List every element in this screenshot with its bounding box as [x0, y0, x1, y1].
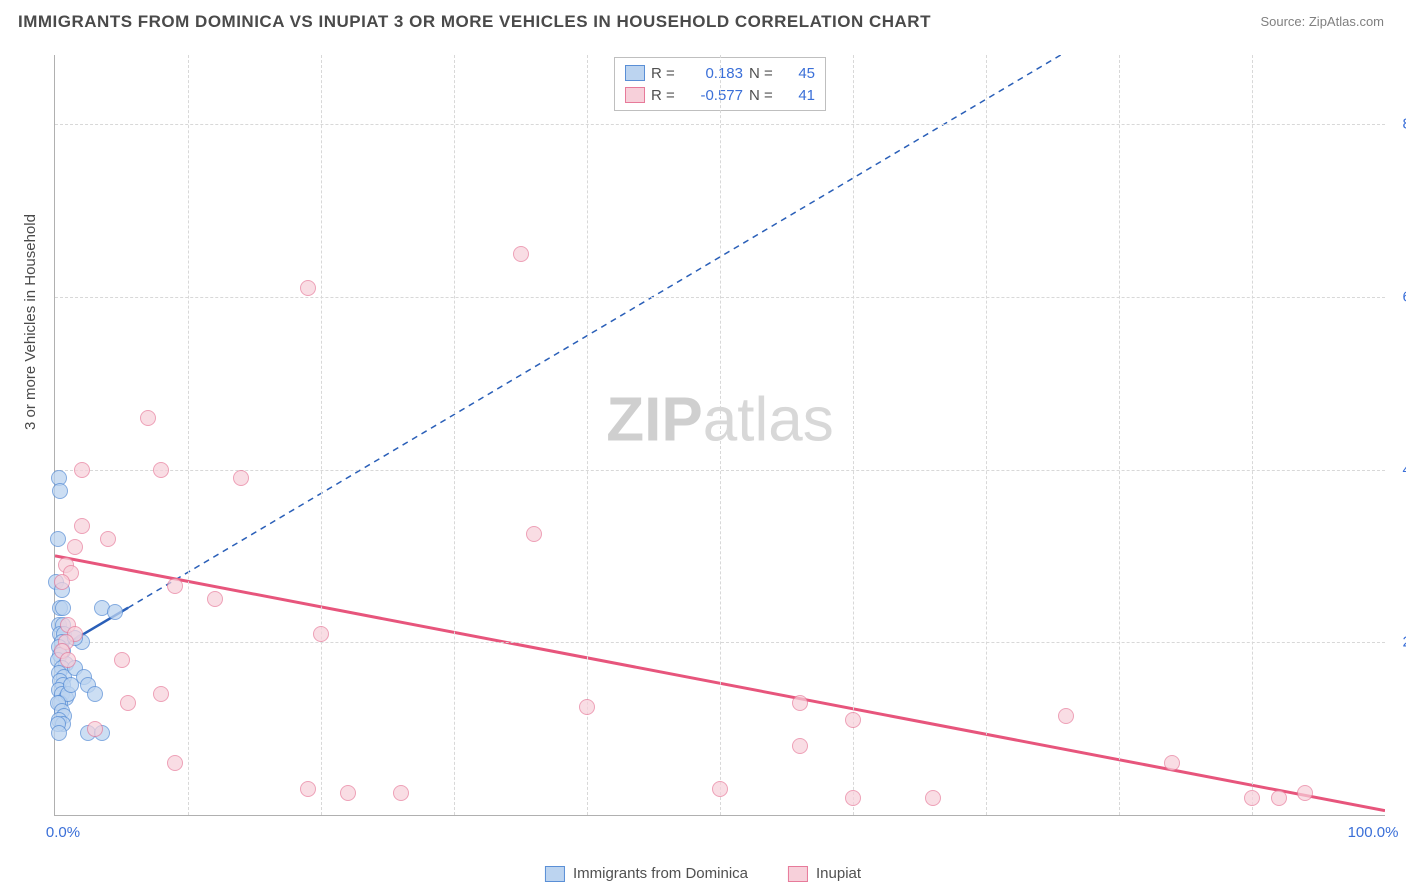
- legend-n-value-2: 41: [789, 87, 815, 104]
- scatter-point-series1: [1058, 708, 1074, 724]
- bottom-swatch-1: [545, 866, 565, 882]
- scatter-point-series0: [87, 686, 103, 702]
- scatter-point-series0: [107, 604, 123, 620]
- scatter-point-series1: [340, 785, 356, 801]
- grid-v: [454, 55, 455, 815]
- grid-v: [188, 55, 189, 815]
- scatter-point-series1: [712, 781, 728, 797]
- legend-n-value-1: 45: [789, 65, 815, 82]
- plot-area: ZIPatlas R = 0.183 N = 45 R = -0.577 N =…: [54, 55, 1385, 816]
- scatter-point-series1: [114, 652, 130, 668]
- grid-v: [1252, 55, 1253, 815]
- scatter-point-series1: [792, 695, 808, 711]
- grid-v: [853, 55, 854, 815]
- scatter-point-series1: [140, 410, 156, 426]
- watermark-atlas: atlas: [703, 385, 834, 454]
- legend-r-label-1: R =: [651, 65, 681, 82]
- legend-r-label-2: R =: [651, 87, 681, 104]
- scatter-point-series1: [1164, 755, 1180, 771]
- legend-swatch-1: [625, 65, 645, 81]
- scatter-point-series1: [1271, 790, 1287, 806]
- ytick-label: 60.0%: [1395, 288, 1406, 305]
- legend-swatch-2: [625, 87, 645, 103]
- scatter-point-series1: [153, 686, 169, 702]
- scatter-point-series1: [300, 781, 316, 797]
- scatter-point-series1: [792, 738, 808, 754]
- scatter-point-series1: [120, 695, 136, 711]
- y-axis-title: 3 or more Vehicles in Household: [22, 214, 39, 430]
- grid-v: [720, 55, 721, 815]
- scatter-point-series0: [52, 483, 68, 499]
- scatter-point-series1: [393, 785, 409, 801]
- scatter-point-series0: [51, 725, 67, 741]
- scatter-point-series1: [845, 790, 861, 806]
- scatter-point-series1: [526, 526, 542, 542]
- bottom-label-1: Immigrants from Dominica: [573, 865, 748, 882]
- legend-n-label-2: N =: [749, 87, 783, 104]
- scatter-point-series0: [50, 531, 66, 547]
- watermark-zip: ZIP: [606, 385, 702, 454]
- legend-r-value-1: 0.183: [687, 65, 743, 82]
- scatter-point-series1: [67, 539, 83, 555]
- ytick-label: 20.0%: [1395, 634, 1406, 651]
- scatter-point-series1: [925, 790, 941, 806]
- bottom-swatch-2: [788, 866, 808, 882]
- scatter-point-series0: [55, 600, 71, 616]
- grid-v: [321, 55, 322, 815]
- scatter-point-series1: [100, 531, 116, 547]
- scatter-point-series1: [1297, 785, 1313, 801]
- chart-title: IMMIGRANTS FROM DOMINICA VS INUPIAT 3 OR…: [18, 12, 931, 32]
- scatter-point-series1: [60, 652, 76, 668]
- grid-v: [986, 55, 987, 815]
- scatter-point-series1: [74, 462, 90, 478]
- scatter-point-series1: [74, 518, 90, 534]
- bottom-legend: Immigrants from Dominica Inupiat: [545, 865, 861, 882]
- scatter-point-series1: [300, 280, 316, 296]
- legend-n-label-1: N =: [749, 65, 783, 82]
- scatter-point-series1: [313, 626, 329, 642]
- bottom-legend-item-1: Immigrants from Dominica: [545, 865, 748, 882]
- ytick-label: 40.0%: [1395, 461, 1406, 478]
- scatter-point-series1: [513, 246, 529, 262]
- xtick-label: 0.0%: [46, 824, 80, 841]
- xtick-label: 100.0%: [1348, 824, 1399, 841]
- ytick-label: 80.0%: [1395, 116, 1406, 133]
- scatter-point-series1: [167, 755, 183, 771]
- scatter-point-series1: [54, 574, 70, 590]
- grid-v: [1119, 55, 1120, 815]
- scatter-point-series1: [845, 712, 861, 728]
- bottom-legend-item-2: Inupiat: [788, 865, 861, 882]
- scatter-point-series1: [1244, 790, 1260, 806]
- scatter-point-series1: [87, 721, 103, 737]
- scatter-point-series1: [233, 470, 249, 486]
- scatter-point-series1: [167, 578, 183, 594]
- scatter-point-series1: [153, 462, 169, 478]
- legend-r-value-2: -0.577: [687, 87, 743, 104]
- source-label: Source: ZipAtlas.com: [1260, 14, 1384, 29]
- scatter-point-series1: [579, 699, 595, 715]
- bottom-label-2: Inupiat: [816, 865, 861, 882]
- scatter-point-series1: [207, 591, 223, 607]
